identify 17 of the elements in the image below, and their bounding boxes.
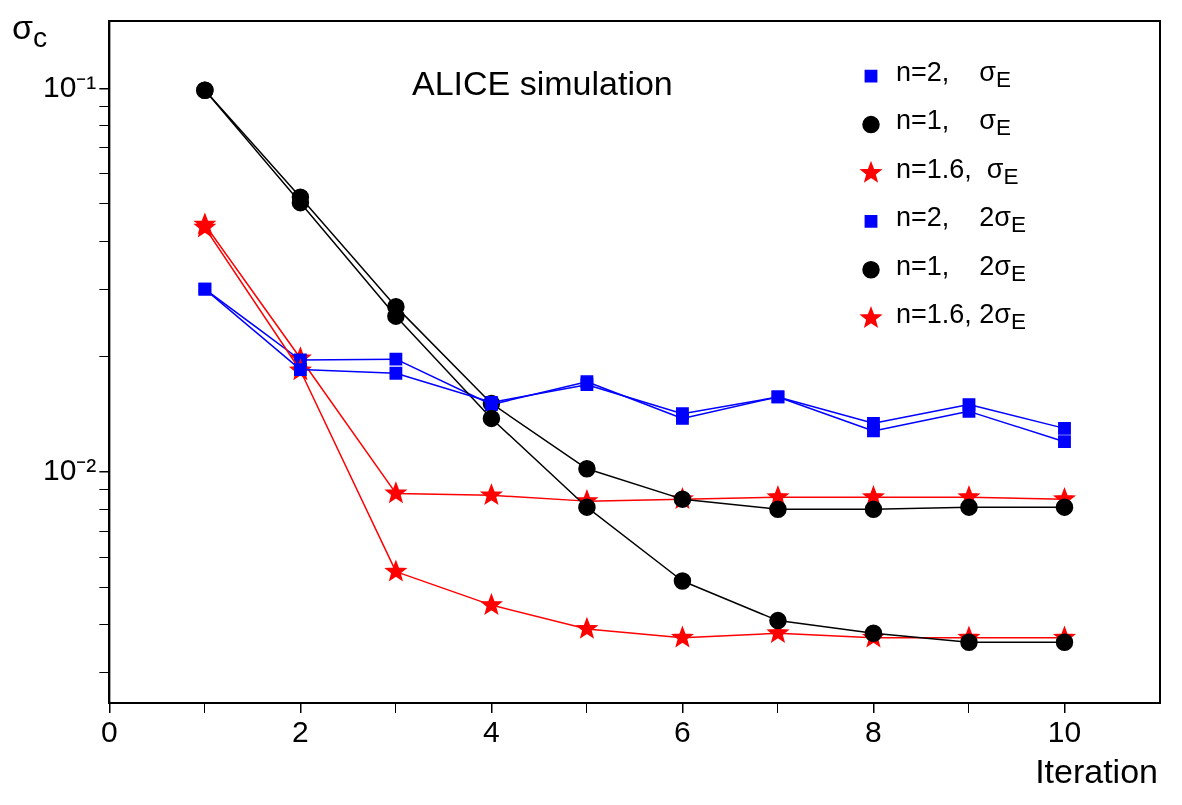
y-tick-label: 10⁻²	[43, 453, 97, 487]
annotation: ALICE simulation	[412, 64, 673, 103]
legend-label: n=2, σ$_{E}$	[896, 56, 1011, 95]
y-tick-label: 10⁻¹	[43, 69, 97, 103]
legend-label: n=1, 2σ$_{E}$	[896, 249, 1027, 288]
legend-label: n=1.6, σ$_{E}$	[896, 152, 1019, 192]
x-tick-label: 8	[865, 715, 882, 749]
x-tick-label: 0	[101, 715, 118, 749]
legend-label: n=2, 2σ$_{E}$	[896, 201, 1027, 240]
x-tick-label: 6	[674, 715, 691, 749]
x-tick-label: 4	[483, 715, 500, 749]
x-axis-title: Iteration	[1035, 752, 1158, 791]
x-tick-label: 2	[292, 715, 309, 749]
legend-label: n=1, σ$_{E}$	[896, 104, 1011, 143]
x-tick-label: 10	[1047, 715, 1082, 749]
y-axis-title: σ$_{c}$	[12, 8, 48, 54]
legend-label: n=1.6, 2σ$_{E}$	[896, 297, 1027, 337]
